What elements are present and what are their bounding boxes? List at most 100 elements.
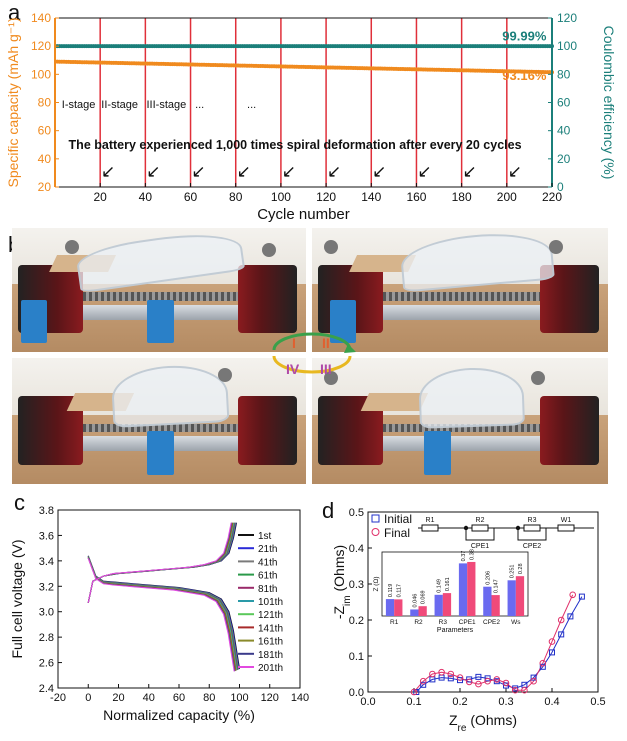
y-tick-label: 0.5 — [349, 507, 364, 519]
inset-category-label: CPE2 — [483, 619, 500, 626]
legend-marker-final — [371, 528, 380, 536]
final-point — [548, 638, 556, 645]
y-tick-label: 2.8 — [39, 632, 54, 644]
charge-curve — [87, 522, 234, 603]
discharge-curve — [87, 555, 241, 670]
discharge-curve — [87, 556, 238, 671]
y-axis-label-left: Specific capacity (mAh g⁻¹) — [5, 18, 21, 188]
y-tick-label: 3.4 — [39, 556, 54, 568]
legend-label: 121th — [258, 610, 283, 621]
y-tick-label-left: 20 — [38, 180, 52, 194]
circuit-node-icon — [463, 525, 469, 531]
discharge-curve — [87, 556, 239, 670]
x-tick-label: 0.4 — [544, 696, 559, 708]
legend-label: 41th — [258, 557, 277, 568]
initial-point — [457, 677, 463, 684]
y-tick-label-right: 60 — [557, 96, 571, 110]
circuit-resistor-icon — [557, 524, 575, 532]
rotation-arrowhead-icon — [344, 344, 356, 353]
initial-point — [567, 613, 574, 620]
rotation-label-1: I — [292, 335, 296, 351]
charge-curve — [87, 522, 233, 603]
final-point — [410, 688, 418, 696]
final-point — [502, 679, 510, 687]
x-tick-label: 60 — [173, 692, 185, 704]
y-tick-label: 3.2 — [39, 581, 54, 593]
final-point — [465, 678, 473, 686]
circuit-resistor-icon — [471, 524, 489, 532]
inset-frame — [381, 551, 529, 617]
charge-curve — [87, 522, 238, 603]
photo-top-left — [12, 228, 306, 352]
plot-frame — [367, 511, 599, 693]
x-tick-label: 40 — [143, 692, 155, 704]
y-tick-label-left: 80 — [38, 96, 52, 110]
photo-top-right — [312, 228, 608, 352]
capacity-retention-label: 93.16% — [502, 68, 547, 83]
initial-point — [503, 682, 509, 689]
x-tick-label: -20 — [50, 692, 66, 704]
discharge-curve — [87, 558, 235, 672]
stage-label: ... — [195, 99, 204, 111]
final-point — [447, 670, 455, 678]
initial-point — [521, 681, 528, 688]
initial-point — [549, 649, 555, 656]
final-point — [484, 677, 491, 685]
x-tick-label: 20 — [112, 692, 124, 704]
initial-point — [539, 663, 546, 670]
circuit-parallel-2 — [517, 528, 547, 541]
y-tick-label: 0.2 — [349, 615, 364, 627]
discharge-curve — [87, 555, 240, 670]
inset-value-label: 0.046 — [412, 594, 418, 608]
x-tick-label: 100 — [230, 692, 248, 704]
plot-frame — [57, 509, 301, 689]
x-tick-label: 20 — [94, 190, 108, 204]
final-point — [419, 677, 427, 685]
legend-label: 161th — [258, 637, 283, 648]
fit-line-initial — [415, 596, 583, 693]
initial-point — [493, 678, 500, 685]
y-tick-label: 2.4 — [39, 683, 54, 695]
rotation-arc-bottom — [272, 355, 352, 374]
final-point — [438, 668, 445, 676]
final-point — [557, 616, 565, 624]
inset-bar-final — [467, 561, 476, 616]
y-tick-label-right: 40 — [557, 124, 571, 138]
y-tick-label-left: 140 — [31, 11, 51, 25]
y-tick-label-right: 120 — [557, 11, 577, 25]
final-point — [569, 591, 577, 599]
x-tick-label: 220 — [542, 190, 562, 204]
charge-curve — [87, 522, 232, 603]
legend-label: 21th — [258, 544, 277, 555]
x-tick-label: 140 — [291, 692, 309, 704]
fit-line-final — [413, 594, 574, 693]
inset-x-label: Parameters — [437, 627, 474, 634]
inset-value-label: 0.38 — [469, 549, 475, 560]
legend-label: 61th — [258, 571, 277, 582]
circuit-label: CPE2 — [523, 543, 541, 550]
discharge-curve — [87, 556, 239, 670]
final-point — [493, 676, 501, 683]
legend-label-initial: Initial — [384, 512, 412, 526]
arrow-icon: ↙ — [237, 162, 251, 181]
x-axis-label: Normalized capacity (%) — [103, 707, 255, 723]
x-axis-label: Cycle number — [257, 206, 350, 223]
rotation-label-2: II — [322, 335, 330, 351]
y-tick-label-right: 0 — [557, 180, 564, 194]
inset-category-label: R3 — [439, 619, 448, 626]
legend-label: 101th — [258, 597, 283, 608]
circuit-label: W1 — [561, 517, 572, 524]
inset-bar-initial — [507, 580, 516, 616]
y-tick-label: 3.6 — [39, 530, 54, 542]
inset-bar-initial — [410, 609, 419, 616]
final-point — [521, 686, 528, 694]
initial-point — [475, 673, 482, 680]
panel-label-c: c — [14, 490, 25, 515]
discharge-curve — [87, 556, 238, 671]
circuit-label: R2 — [476, 517, 485, 524]
final-point — [429, 670, 436, 678]
inset-category-label: Ws — [511, 619, 521, 626]
arrow-icon: ↙ — [101, 162, 115, 181]
inset-value-label: 0.161 — [445, 577, 451, 591]
circuit-resistor-icon — [421, 524, 439, 532]
